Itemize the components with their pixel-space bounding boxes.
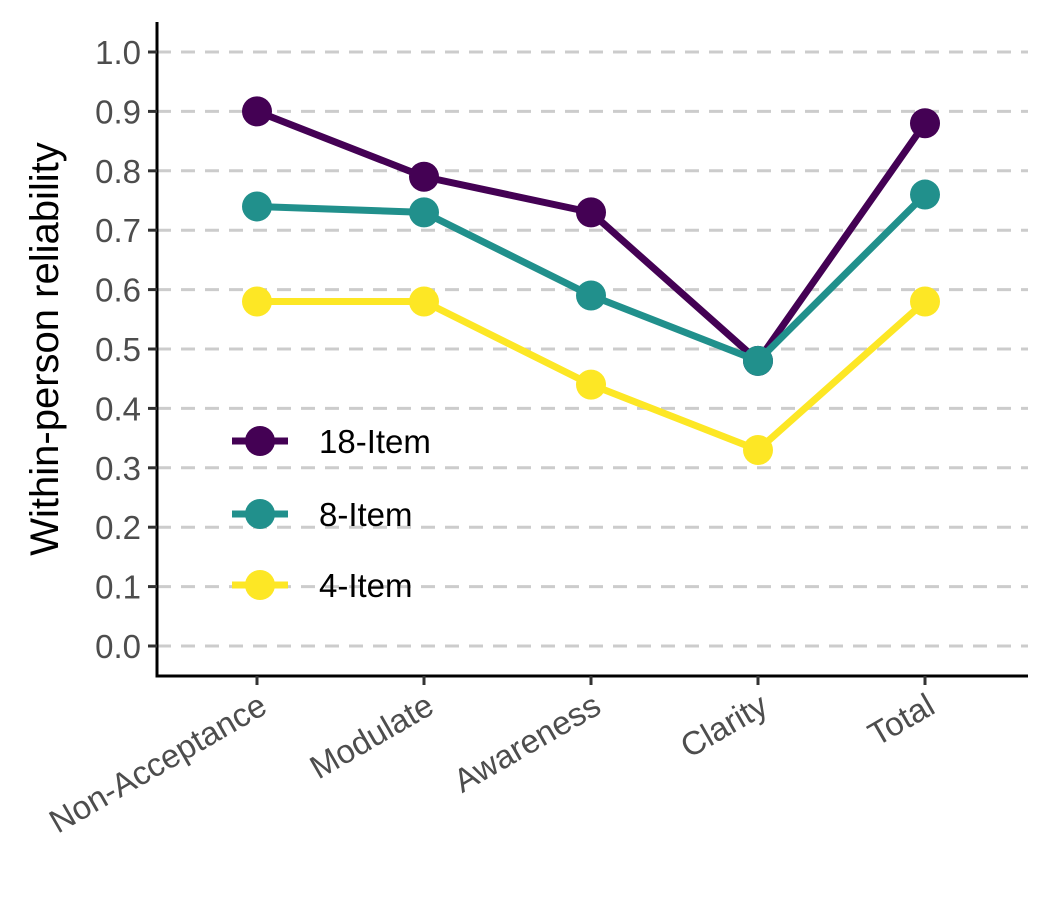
legend-item: 8-Item — [232, 496, 413, 533]
y-tick-label: 0.6 — [95, 272, 141, 309]
x-tick-label: Modulate — [303, 686, 439, 786]
series-line — [255, 108, 928, 365]
data-point — [910, 286, 940, 317]
legend-key-point — [245, 426, 275, 456]
y-tick-label: 0.0 — [95, 628, 141, 665]
data-point — [409, 286, 439, 317]
y-tick-label: 0.5 — [95, 331, 141, 368]
legend-label: 8-Item — [319, 496, 413, 533]
data-point — [576, 280, 606, 311]
data-point — [576, 197, 606, 228]
y-tick-label: 0.9 — [95, 93, 141, 130]
y-tick-label: 1.0 — [95, 34, 141, 71]
gridlines — [157, 50, 1028, 648]
series-4-item — [242, 286, 940, 465]
y-tick-label: 0.8 — [95, 153, 141, 190]
y-tick-label: 0.2 — [95, 509, 141, 546]
series-18-item — [242, 96, 940, 376]
y-axis-ticks: 0.0 0.1 0.2 0.3 0.4 0.5 0.6 0.7 0.8 0.9 1.0 — [95, 34, 157, 665]
data-point — [242, 191, 272, 222]
data-point — [409, 161, 439, 192]
x-tick-label: Non-Acceptance — [43, 686, 273, 840]
legend-label: 4-Item — [319, 567, 413, 604]
y-tick-label: 0.1 — [95, 569, 141, 606]
series — [242, 96, 940, 465]
data-point — [743, 345, 773, 376]
series-8-item — [242, 179, 940, 376]
x-tick-label: Clarity — [674, 686, 774, 765]
y-tick-label: 0.3 — [95, 450, 141, 487]
data-point — [743, 434, 773, 465]
data-point — [242, 96, 272, 127]
y-tick-label: 0.4 — [95, 390, 141, 427]
legend-item: 18-Item — [232, 423, 431, 460]
y-axis-title: Within-person reliability — [23, 142, 67, 555]
legend-key-point — [245, 570, 275, 600]
legend-key-point — [245, 499, 275, 529]
data-point — [409, 197, 439, 228]
legend-label: 18-Item — [319, 423, 431, 460]
x-tick-label: Awareness — [447, 686, 606, 799]
legend-item: 4-Item — [232, 567, 413, 604]
data-point — [910, 108, 940, 139]
data-point — [576, 369, 606, 400]
data-point — [910, 179, 940, 210]
legend: 18-Item 8-Item 4-Item — [232, 423, 431, 604]
y-tick-label: 0.7 — [95, 212, 141, 249]
data-point — [242, 286, 272, 317]
x-tick-label: Total — [862, 686, 941, 753]
x-axis-ticks: Non-Acceptance Modulate Awareness Clarity To… — [43, 676, 941, 840]
